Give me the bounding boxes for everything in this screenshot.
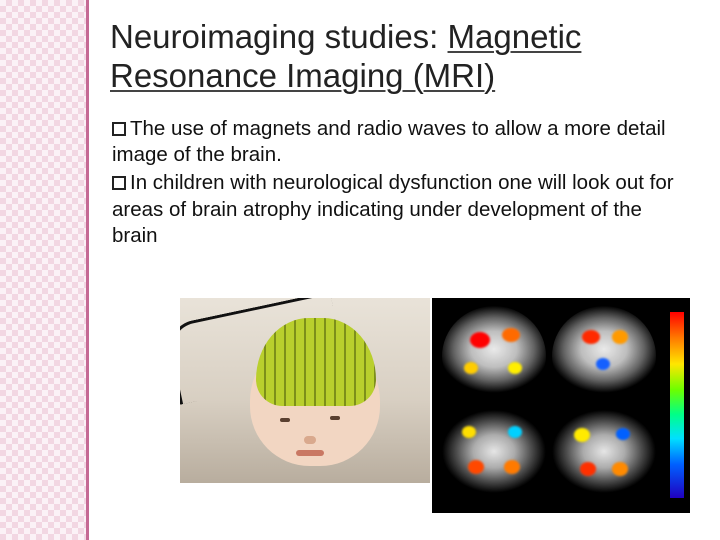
square-bullet-icon (112, 176, 126, 190)
activation-blob (582, 330, 600, 344)
brain-quadrant-tr (552, 306, 656, 396)
bullet-text: In children with neurological dysfunctio… (112, 171, 674, 246)
eye-icon (330, 416, 340, 420)
decorative-sidebar (0, 0, 96, 540)
bullet-list: The use of magnets and radio waves to al… (110, 116, 700, 249)
brain-mri-activation-panel (432, 298, 690, 513)
activation-blob (616, 428, 630, 440)
title-prefix: Neuroimaging studies: (110, 18, 448, 55)
activation-blob (574, 428, 590, 442)
activation-blob (464, 362, 478, 374)
square-bullet-icon (112, 122, 126, 136)
activation-blob (508, 426, 522, 438)
mouth-icon (296, 450, 324, 456)
activation-blob (462, 426, 476, 438)
image-row (180, 298, 690, 513)
sidebar-border (86, 0, 89, 540)
sidebar-pattern (0, 0, 86, 540)
infant-eeg-cap-photo (180, 298, 430, 483)
eye-icon (280, 418, 290, 422)
nose-icon (304, 436, 316, 444)
brain-quadrant-bl (442, 410, 546, 500)
activation-blob (612, 462, 628, 476)
brain-slice-icon (442, 306, 546, 396)
slide-content: Neuroimaging studies: Magnetic Resonance… (110, 18, 700, 251)
activation-blob (502, 328, 520, 342)
brain-slice-icon (552, 410, 656, 500)
slide-title: Neuroimaging studies: Magnetic Resonance… (110, 18, 700, 96)
activation-blob (612, 330, 628, 344)
brain-quadrant-br (552, 410, 656, 500)
activation-blob (580, 462, 596, 476)
brain-slice-icon (442, 410, 546, 500)
activation-blob (504, 460, 520, 474)
bullet-text: The use of magnets and radio waves to al… (112, 117, 666, 166)
activation-blob (468, 460, 484, 474)
brain-slice-icon (552, 306, 656, 396)
activation-blob (470, 332, 490, 348)
colorbar (670, 312, 684, 498)
brain-quadrant-tl (442, 306, 546, 396)
activation-blob (508, 362, 522, 374)
bullet-item: In children with neurological dysfunctio… (112, 170, 692, 249)
activation-blob (596, 358, 610, 370)
bullet-item: The use of magnets and radio waves to al… (112, 116, 692, 168)
